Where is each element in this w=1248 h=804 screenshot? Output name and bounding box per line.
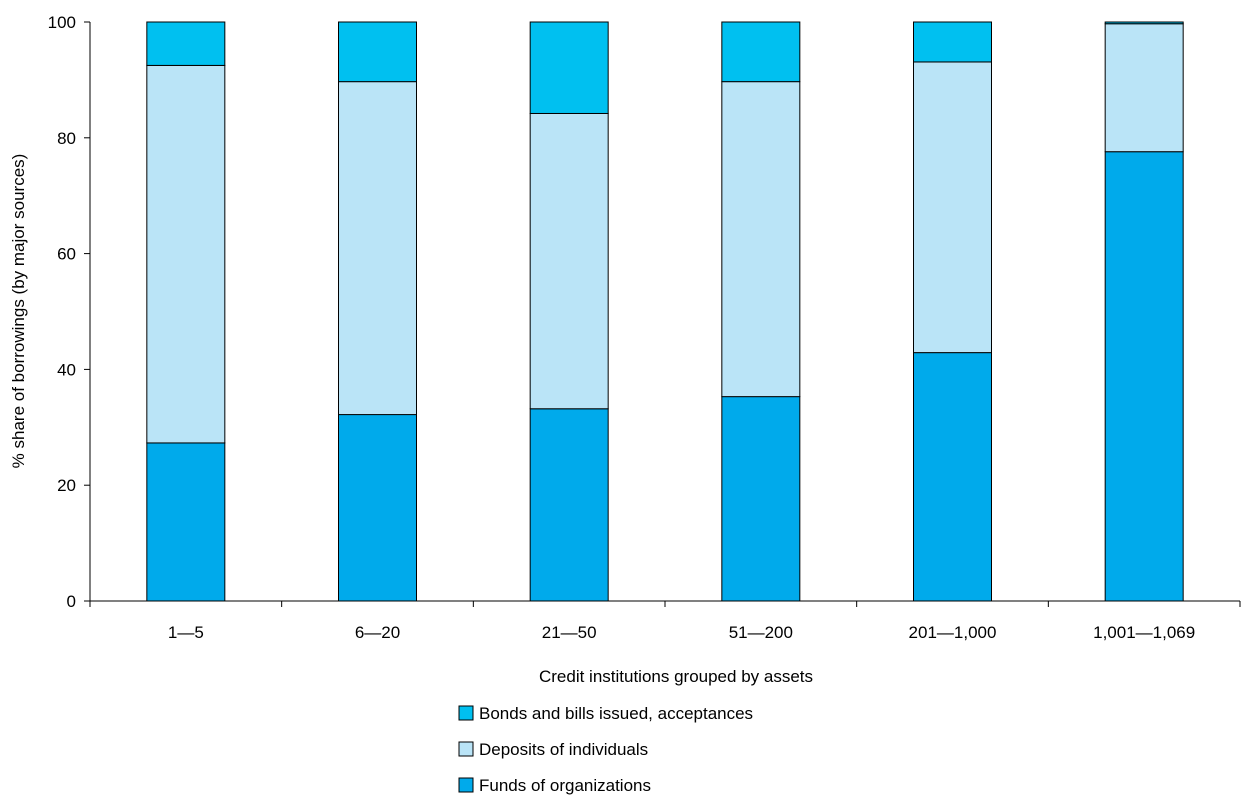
y-tick-label: 80 xyxy=(57,129,76,148)
bar-segment-1-category-1 xyxy=(146,442,226,602)
x-axis-title: Credit institutions grouped by assets xyxy=(539,667,813,686)
x-tick-label: 21—50 xyxy=(542,623,597,642)
y-tick-label: 40 xyxy=(57,360,76,379)
bar-segment-3-category-4 xyxy=(721,21,801,83)
legend: Bonds and bills issued, acceptances Depos… xyxy=(458,704,753,795)
bar-segment-3-category-3 xyxy=(529,21,609,114)
bar-segment-1-category-6 xyxy=(1104,151,1184,602)
legend-swatch xyxy=(458,777,474,793)
bars-layer xyxy=(146,21,1184,602)
bar-segment-1-category-4 xyxy=(721,396,801,602)
bar-segment-1-category-3 xyxy=(529,408,609,602)
axes-layer xyxy=(89,22,1240,602)
legend-label: Bonds and bills issued, acceptances xyxy=(479,704,753,723)
x-tick-label: 1,001—1,069 xyxy=(1093,623,1195,642)
bar-segment-2-category-2 xyxy=(338,81,417,416)
bar-segment-3-category-6 xyxy=(1104,21,1184,25)
y-ticks-layer: 0 20 40 60 80 100 xyxy=(48,13,90,611)
y-tick-label: 0 xyxy=(67,592,76,611)
bar-segment-3-category-2 xyxy=(338,21,417,83)
bar-segment-2-category-3 xyxy=(529,112,609,410)
bar-segment-3-category-1 xyxy=(146,21,226,66)
legend-label: Funds of organizations xyxy=(479,776,651,795)
x-tick-label: 201—1,000 xyxy=(909,623,997,642)
legend-swatch xyxy=(458,705,474,721)
bar-segment-2-category-5 xyxy=(913,61,992,354)
bar-segment-3-category-5 xyxy=(913,21,992,63)
bar-segment-1-category-2 xyxy=(338,414,417,602)
bar-segment-2-category-6 xyxy=(1104,23,1184,153)
y-tick-label: 60 xyxy=(57,245,76,264)
bar-segment-2-category-1 xyxy=(146,64,226,444)
y-tick-label: 100 xyxy=(48,13,76,32)
x-ticks-layer: 1—5 6—20 21—50 51—200 201—1,000 1,001—1,069 xyxy=(89,601,1241,642)
x-tick-label: 1—5 xyxy=(168,623,204,642)
y-axis-title: % share of borrowings (by major sources) xyxy=(9,154,28,469)
legend-swatch xyxy=(458,741,474,757)
bar-segment-1-category-5 xyxy=(913,352,992,602)
legend-label: Deposits of individuals xyxy=(479,740,648,759)
x-tick-label: 6—20 xyxy=(355,623,400,642)
bar-segment-2-category-4 xyxy=(721,81,801,398)
x-tick-label: 51—200 xyxy=(729,623,793,642)
y-tick-label: 20 xyxy=(57,476,76,495)
